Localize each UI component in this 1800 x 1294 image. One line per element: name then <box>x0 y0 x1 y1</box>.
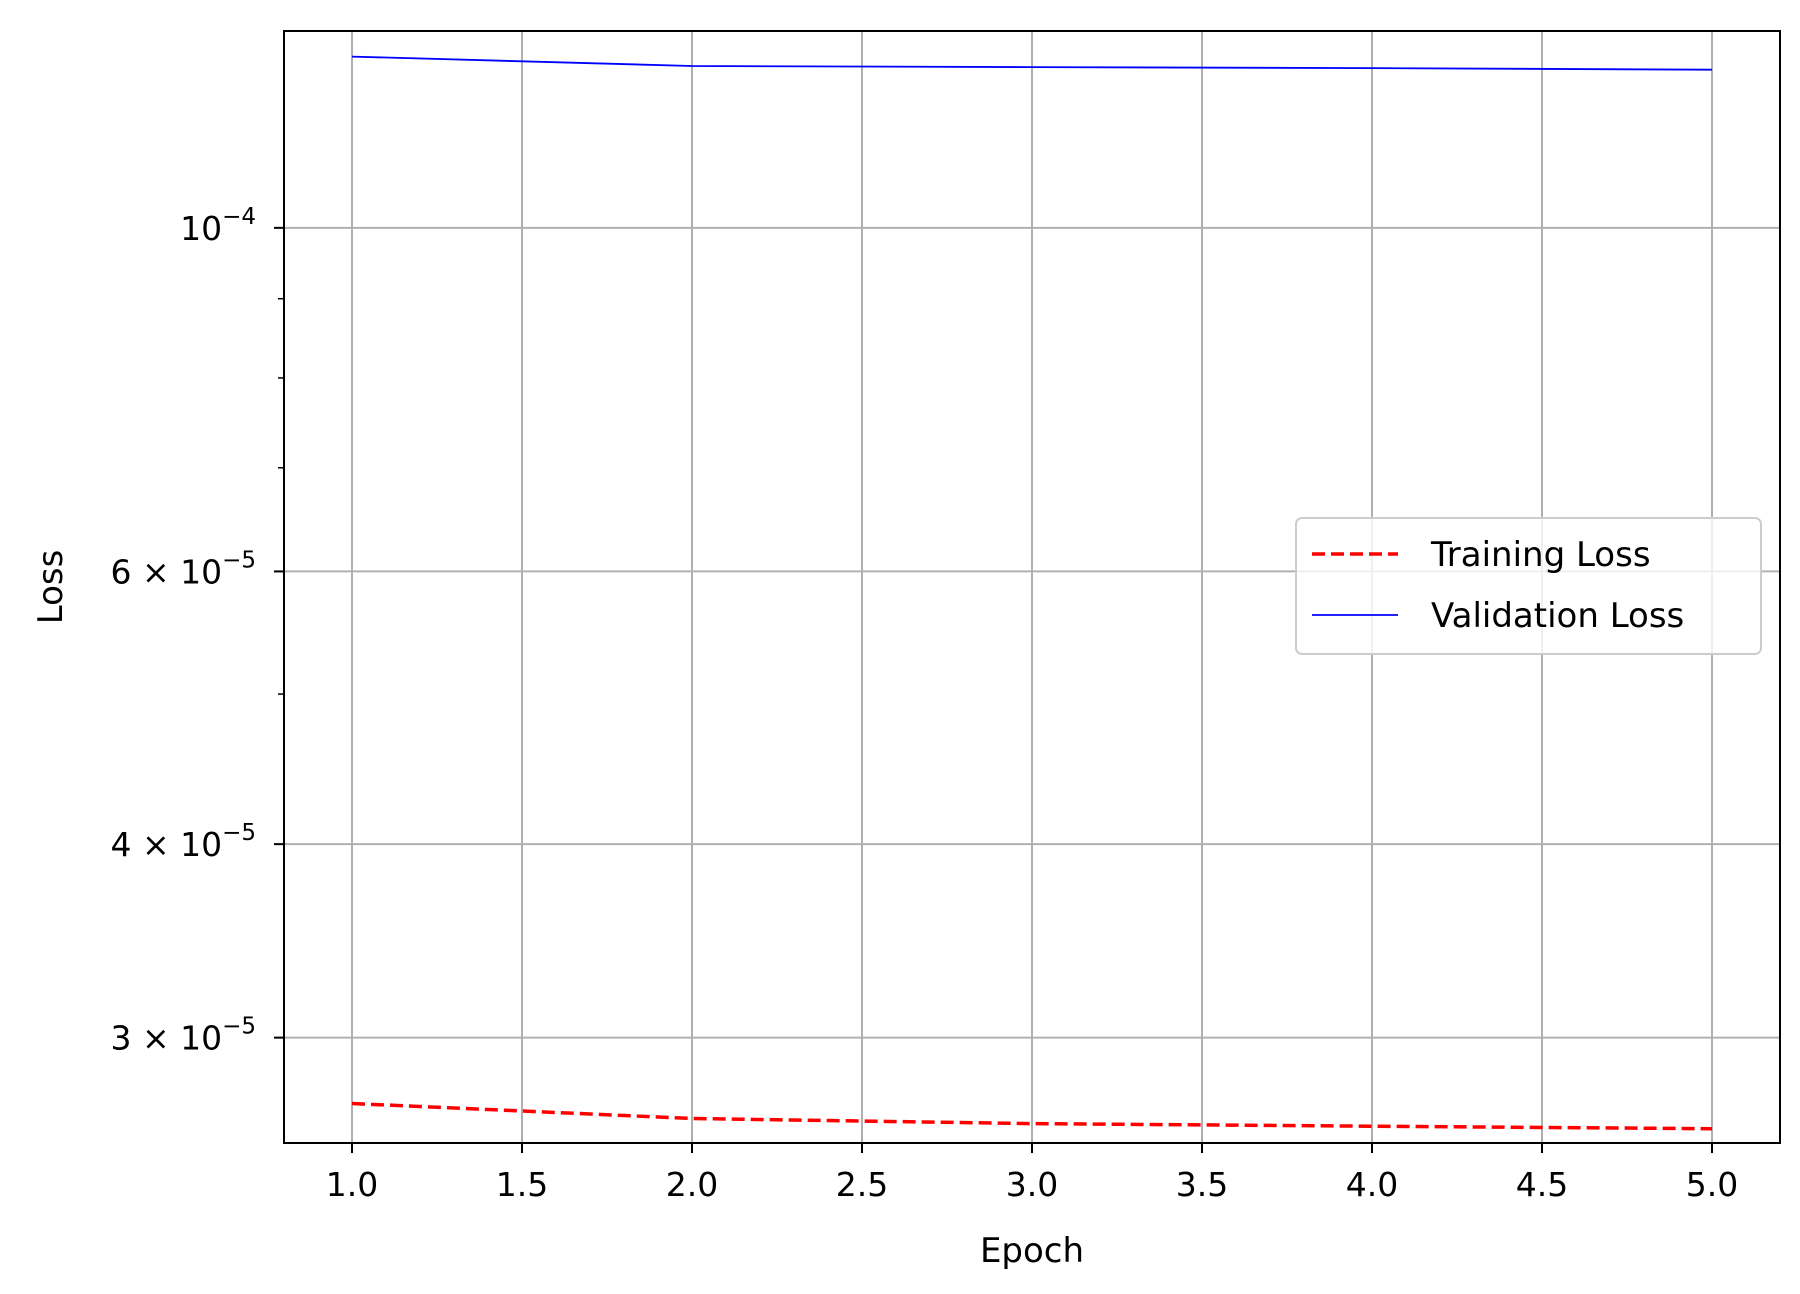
y-tick-mantissa: 3 × 10 <box>110 1019 222 1058</box>
y-tick-label: 4 × 10−5 <box>110 820 256 864</box>
y-tick-label: 10−4 <box>180 204 256 248</box>
series-lines <box>351 55 1713 1131</box>
x-tick-label: 3.5 <box>1176 1165 1228 1204</box>
y-tick-mantissa: 10 <box>180 209 222 248</box>
legend-label: Validation Loss <box>1431 596 1684 636</box>
axis-ticks: 1.0 1.5 2.0 2.5 3.0 3.5 4.0 4.5 5.010−46 × 10−54… <box>110 204 1738 1204</box>
y-tick-label: 6 × 10−5 <box>110 547 256 591</box>
x-tick-label: 5.0 <box>1686 1165 1738 1204</box>
legend: Training Loss Validation Loss <box>1295 517 1762 655</box>
y-tick-exponent: −5 <box>222 547 256 573</box>
grid-lines <box>284 31 1780 1143</box>
x-tick-label: 3.0 <box>1006 1165 1058 1204</box>
x-axis-label: Epoch <box>980 1231 1084 1271</box>
x-tick-label: 1.5 <box>496 1165 548 1204</box>
series-line-validation-loss <box>351 55 1713 71</box>
series-line-training-loss <box>351 1101 1713 1131</box>
y-tick-mantissa: 6 × 10 <box>110 552 222 591</box>
y-tick-exponent: −5 <box>222 1014 256 1040</box>
x-tick-label: 4.0 <box>1346 1165 1398 1204</box>
y-axis-label: Loss <box>31 550 71 625</box>
y-tick-exponent: −4 <box>222 204 256 230</box>
y-tick-exponent: −5 <box>222 820 256 846</box>
x-tick-label: 1.0 <box>326 1165 378 1204</box>
legend-box <box>1295 517 1762 655</box>
legend-label: Training Loss <box>1430 535 1651 575</box>
y-tick-label: 3 × 10−5 <box>110 1014 256 1058</box>
y-tick-mantissa: 4 × 10 <box>110 825 222 864</box>
x-tick-label: 4.5 <box>1516 1165 1568 1204</box>
x-tick-label: 2.0 <box>666 1165 718 1204</box>
x-tick-label: 2.5 <box>836 1165 888 1204</box>
